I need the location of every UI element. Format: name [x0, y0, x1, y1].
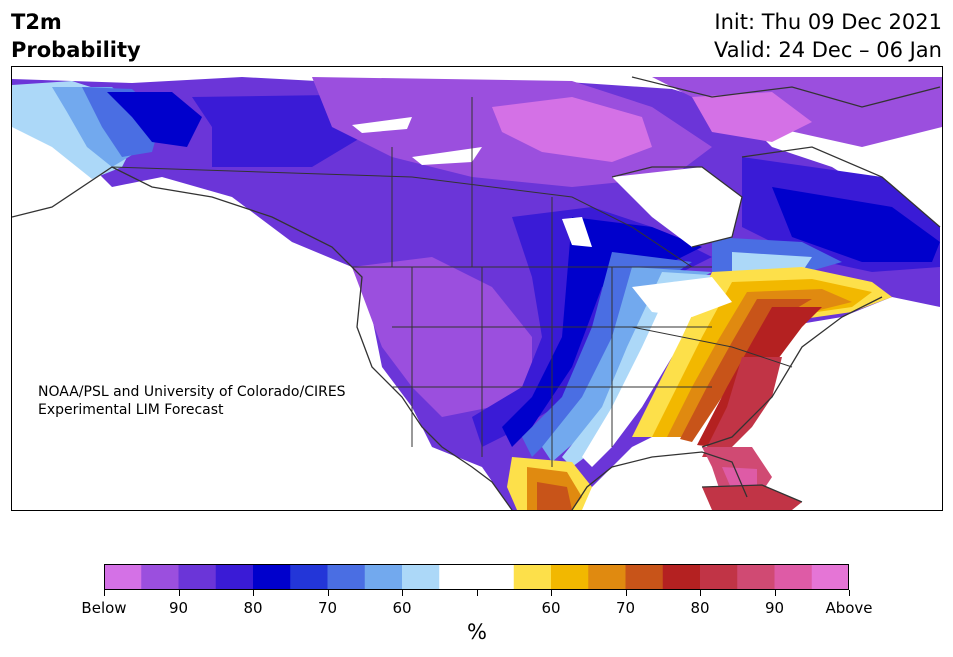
colorbar-tick-mark	[253, 590, 254, 596]
colorbar-swatch	[439, 564, 477, 590]
hudson-bay	[612, 167, 742, 247]
colorbar-swatch	[104, 564, 142, 590]
colorbar-tick-mark	[625, 590, 627, 596]
valid-period: Valid: 24 Dec – 06 Jan	[713, 38, 942, 62]
mexico-rust	[537, 482, 572, 510]
colorbar	[104, 564, 849, 590]
colorbar-tick-mark	[178, 590, 180, 596]
colorbar-tick-label: Below	[81, 599, 127, 617]
alaska-deep-blue	[107, 92, 202, 147]
credit-text: NOAA/PSL and University of Colorado/CIRE…	[38, 383, 346, 419]
colorbar-tick-label: 70	[615, 599, 636, 617]
arctic-lake-1	[352, 117, 412, 133]
colorbar-swatch	[811, 564, 849, 590]
colorbar-swatch	[141, 564, 179, 590]
colorbar-swatch	[215, 564, 254, 590]
colorbar-tick-label: 60	[392, 599, 412, 617]
colorbar-swatch	[737, 564, 775, 590]
cuba-crimson	[702, 485, 802, 510]
colorbar-tick-mark	[402, 590, 403, 596]
colorbar-swatch	[402, 564, 440, 590]
colorbar-swatch	[290, 564, 328, 590]
arctic-lake-2	[412, 147, 482, 165]
colorbar-tick-label: 90	[168, 599, 189, 617]
colorbar-border	[104, 564, 849, 590]
colorbar-swatch	[253, 564, 291, 590]
colorbar-tick-label: 70	[317, 599, 338, 617]
political-boundaries	[111, 97, 793, 467]
quebec-deep-blue	[772, 187, 940, 262]
credit-line-2: Experimental LIM Forecast	[38, 402, 224, 418]
map-canvas	[12, 76, 942, 510]
colorbar-swatch	[551, 564, 589, 590]
variable-label: T2m	[11, 10, 62, 34]
west-us-violet	[352, 257, 532, 417]
colorbar-tick-mark	[476, 590, 478, 596]
colorbar-swatch	[327, 564, 366, 590]
map-title: T2m Probability	[11, 8, 141, 64]
colorbar-unit: %	[467, 620, 487, 644]
colorbar-tick-mark	[104, 590, 105, 596]
colorbar-swatch	[178, 564, 217, 590]
init-date: Init: Thu 09 Dec 2021	[714, 10, 942, 34]
colorbar-tick-mark	[327, 590, 329, 596]
greenland-extreme	[692, 92, 812, 142]
east-rust	[680, 299, 812, 442]
colorbar-swatch	[588, 564, 626, 590]
forecast-dates: Init: Thu 09 Dec 2021 Valid: 24 Dec – 06…	[714, 8, 942, 64]
colorbar-tick-label: 80	[243, 599, 263, 617]
colorbar-tick-mark	[700, 590, 701, 596]
colorbar-swatch	[476, 564, 515, 590]
colorbar-tick-mark	[551, 590, 552, 596]
colorbar-tick-label: Above	[825, 599, 873, 617]
colorbar-tick-label: 90	[764, 599, 785, 617]
colorbar-swatch	[625, 564, 664, 590]
colorbar-tick-label: 80	[690, 599, 710, 617]
colorbar-tick-mark	[774, 590, 776, 596]
arctic-lake-3	[562, 217, 592, 247]
arctic-extreme	[492, 97, 652, 162]
colorbar-swatch	[774, 564, 813, 590]
colorbar-tick-label: 60	[541, 599, 561, 617]
colorbar-swatch	[700, 564, 738, 590]
colorbar-swatch	[513, 564, 552, 590]
colorbar-swatch	[662, 564, 701, 590]
probability-map	[11, 66, 943, 511]
southeast-crimson	[702, 357, 782, 457]
product-label: Probability	[11, 38, 141, 62]
colorbar-tick-mark	[849, 590, 850, 596]
coastlines	[12, 76, 941, 510]
credit-line-1: NOAA/PSL and University of Colorado/CIRE…	[38, 384, 346, 400]
great-lakes	[632, 277, 732, 317]
colorbar-swatch	[364, 564, 403, 590]
yukon-blue	[192, 95, 362, 167]
